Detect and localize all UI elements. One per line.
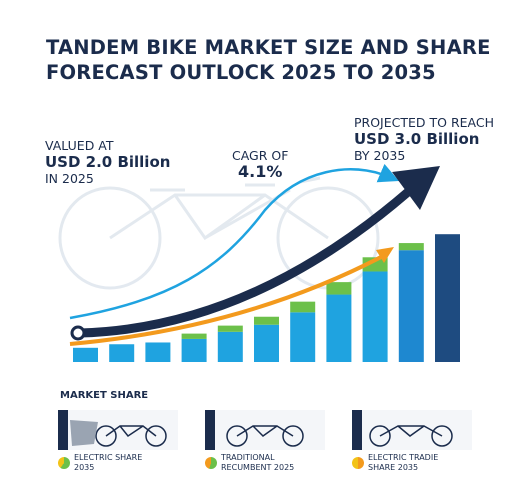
bar-2035: [435, 234, 460, 362]
end-label: PROJECTED TO REACH: [354, 115, 494, 130]
trend-lines: [69, 163, 440, 346]
bar-2031: [290, 312, 316, 362]
market-share-title: MARKET SHARE: [60, 390, 149, 401]
navy-arrowhead: [392, 166, 440, 210]
trend-start-marker: [70, 325, 86, 341]
start-value: USD 2.0 Billion: [45, 153, 171, 171]
orange-arrowhead: [376, 247, 394, 263]
title-line-1: TANDEM BIKE MARKET SIZE AND SHARE: [46, 36, 491, 59]
bike-thumbnail-2: [205, 410, 325, 450]
bar-segment-2033: [362, 257, 388, 272]
end-value: USD 3.0 Billion: [354, 130, 480, 148]
bar-2030: [254, 324, 279, 362]
bar-group: [73, 234, 460, 362]
cagr-label: CAGR OF: [232, 148, 289, 163]
end-annotation: PROJECTED TO REACH USD 3.0 Billion BY 20…: [354, 115, 494, 163]
bar-2033: [362, 271, 388, 362]
blue-trend-line: [69, 163, 399, 320]
market-share-label-2: TRADITIONAL RECUMBENT 2025: [221, 453, 295, 472]
navy-trend-line: [75, 187, 413, 338]
bike-thumbnail-3: [352, 410, 472, 450]
title-line-2: FORECAST OUTLOCK 2025 TO 2035: [46, 61, 436, 84]
share-pie-icon: [205, 457, 217, 469]
market-share-label-1: ELECTRIC SHARE 2035: [74, 453, 143, 472]
market-share-label-3: ELECTRIC TRADIE SHARE 2035: [368, 453, 439, 472]
bar-2029: [217, 331, 243, 362]
tandem-bike-watermark: [58, 176, 380, 290]
bar-2027: [145, 342, 171, 362]
share-pie-icon: [58, 457, 70, 469]
end-year: BY 2035: [354, 148, 406, 163]
share-pie-icon: [352, 457, 364, 469]
bar-segment-2028: [181, 333, 207, 339]
bar-2032: [326, 294, 352, 362]
bar-segment-2030: [254, 316, 279, 325]
bar-segment-2032: [326, 282, 352, 295]
bar-2028: [181, 338, 207, 362]
bar-segment-2034: [398, 243, 424, 251]
bar-2025: [73, 347, 98, 362]
bar-segment-2031: [290, 301, 316, 313]
bar-segment-2029: [217, 325, 243, 332]
cagr-value: 4.1%: [238, 162, 283, 181]
bike-thumbnail-1: [58, 410, 178, 450]
bar-2034: [398, 250, 424, 362]
orange-trend-line: [69, 253, 386, 346]
cagr-annotation: CAGR OF 4.1%: [232, 148, 288, 181]
start-label: VALUED AT: [45, 138, 114, 153]
chart-title: TANDEM BIKE MARKET SIZE AND SHARE FORECA…: [46, 35, 491, 85]
start-annotation: VALUED AT USD 2.0 Billion IN 2025: [45, 138, 170, 186]
bar-2026: [109, 344, 135, 362]
start-year: IN 2025: [45, 171, 94, 186]
